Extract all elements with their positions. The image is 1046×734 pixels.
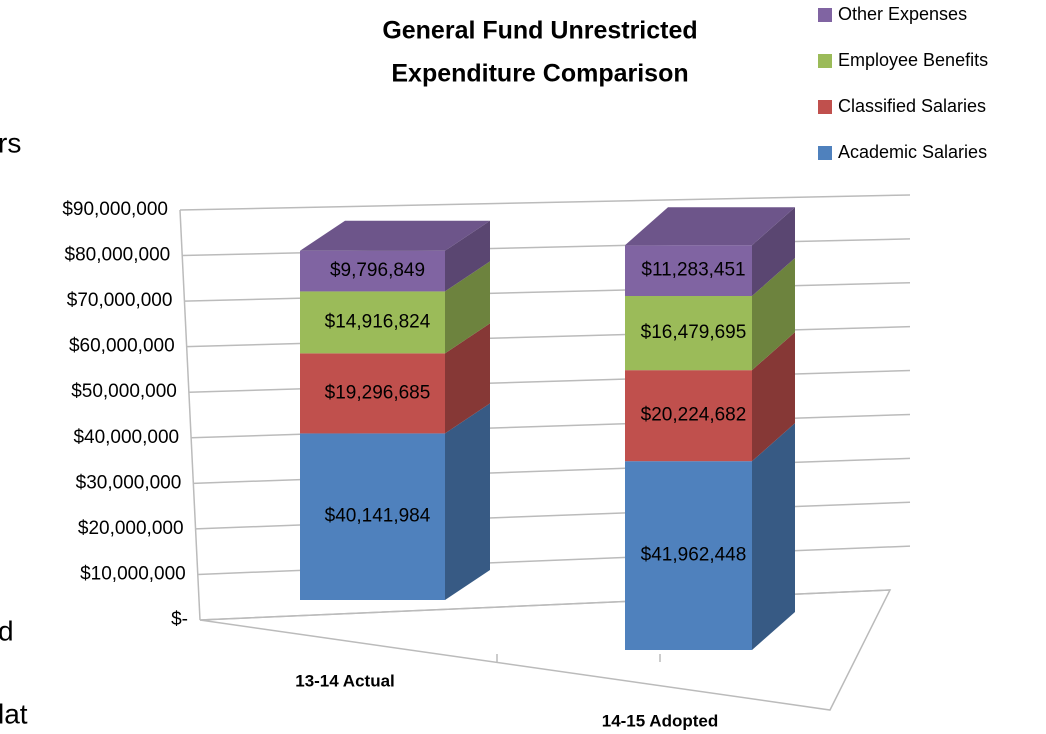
data-label: $19,296,685 bbox=[325, 382, 431, 403]
legend-label: Other Expenses bbox=[838, 4, 967, 24]
y-tick-label: $40,000,000 bbox=[73, 427, 179, 448]
bar-side bbox=[752, 423, 795, 650]
bar-segment bbox=[300, 433, 445, 600]
background-text: lat bbox=[0, 698, 28, 729]
legend-swatch bbox=[818, 100, 832, 114]
bar-segment bbox=[625, 245, 752, 296]
legend-swatch bbox=[818, 146, 832, 160]
legend-label: Classified Salaries bbox=[838, 96, 986, 116]
data-label: $9,796,849 bbox=[330, 260, 425, 281]
bar-segment bbox=[625, 461, 752, 650]
background-text: d bbox=[0, 615, 14, 646]
bar-segment bbox=[300, 353, 445, 434]
grid-line bbox=[184, 282, 911, 302]
bar-top bbox=[625, 207, 795, 246]
y-tick-label: $90,000,000 bbox=[62, 199, 168, 220]
chart-title: Expenditure Comparison bbox=[391, 60, 688, 88]
data-label: $41,962,448 bbox=[641, 545, 747, 566]
y-tick-label: $50,000,000 bbox=[71, 381, 177, 402]
bar-segment bbox=[300, 291, 445, 354]
background-text: rs bbox=[0, 127, 21, 158]
y-tick-label: $80,000,000 bbox=[65, 245, 171, 266]
bar-segment bbox=[300, 250, 445, 292]
bar-side bbox=[752, 257, 795, 371]
data-label: $11,283,451 bbox=[641, 260, 745, 281]
data-label: $16,479,695 bbox=[641, 322, 747, 343]
bar-segment bbox=[625, 370, 752, 462]
x-tick-label: 14-15 Adopted bbox=[602, 711, 719, 730]
x-tick-label: 13-14 Actual bbox=[295, 671, 395, 690]
data-label: $40,141,984 bbox=[325, 506, 431, 527]
bar-side bbox=[752, 207, 795, 296]
bar-side bbox=[445, 220, 490, 292]
y-tick-label: $60,000,000 bbox=[69, 336, 175, 357]
chart-title: General Fund Unrestricted bbox=[382, 17, 697, 45]
bar-side bbox=[445, 403, 490, 600]
legend-swatch bbox=[818, 54, 832, 68]
bar-side bbox=[445, 261, 490, 354]
y-tick-label: $70,000,000 bbox=[67, 290, 173, 311]
y-tick-label: $- bbox=[171, 609, 188, 630]
grid-line bbox=[182, 238, 911, 257]
grid-line bbox=[191, 413, 911, 439]
data-label: $20,224,682 bbox=[641, 405, 747, 426]
bar-side bbox=[752, 332, 795, 462]
bar-side bbox=[445, 323, 490, 434]
grid-line bbox=[186, 325, 911, 348]
bar-segment bbox=[625, 295, 752, 371]
axis-line bbox=[179, 209, 201, 621]
y-tick-label: $20,000,000 bbox=[78, 518, 184, 539]
bar-top bbox=[300, 220, 490, 251]
grid-line bbox=[179, 194, 911, 211]
y-tick-label: $10,000,000 bbox=[80, 563, 186, 584]
grid-line bbox=[188, 369, 911, 393]
y-tick-label: $30,000,000 bbox=[76, 472, 182, 493]
legend-swatch bbox=[818, 8, 832, 22]
legend-label: Academic Salaries bbox=[838, 142, 987, 162]
data-label: $14,916,824 bbox=[325, 311, 431, 332]
legend-label: Employee Benefits bbox=[838, 50, 988, 70]
